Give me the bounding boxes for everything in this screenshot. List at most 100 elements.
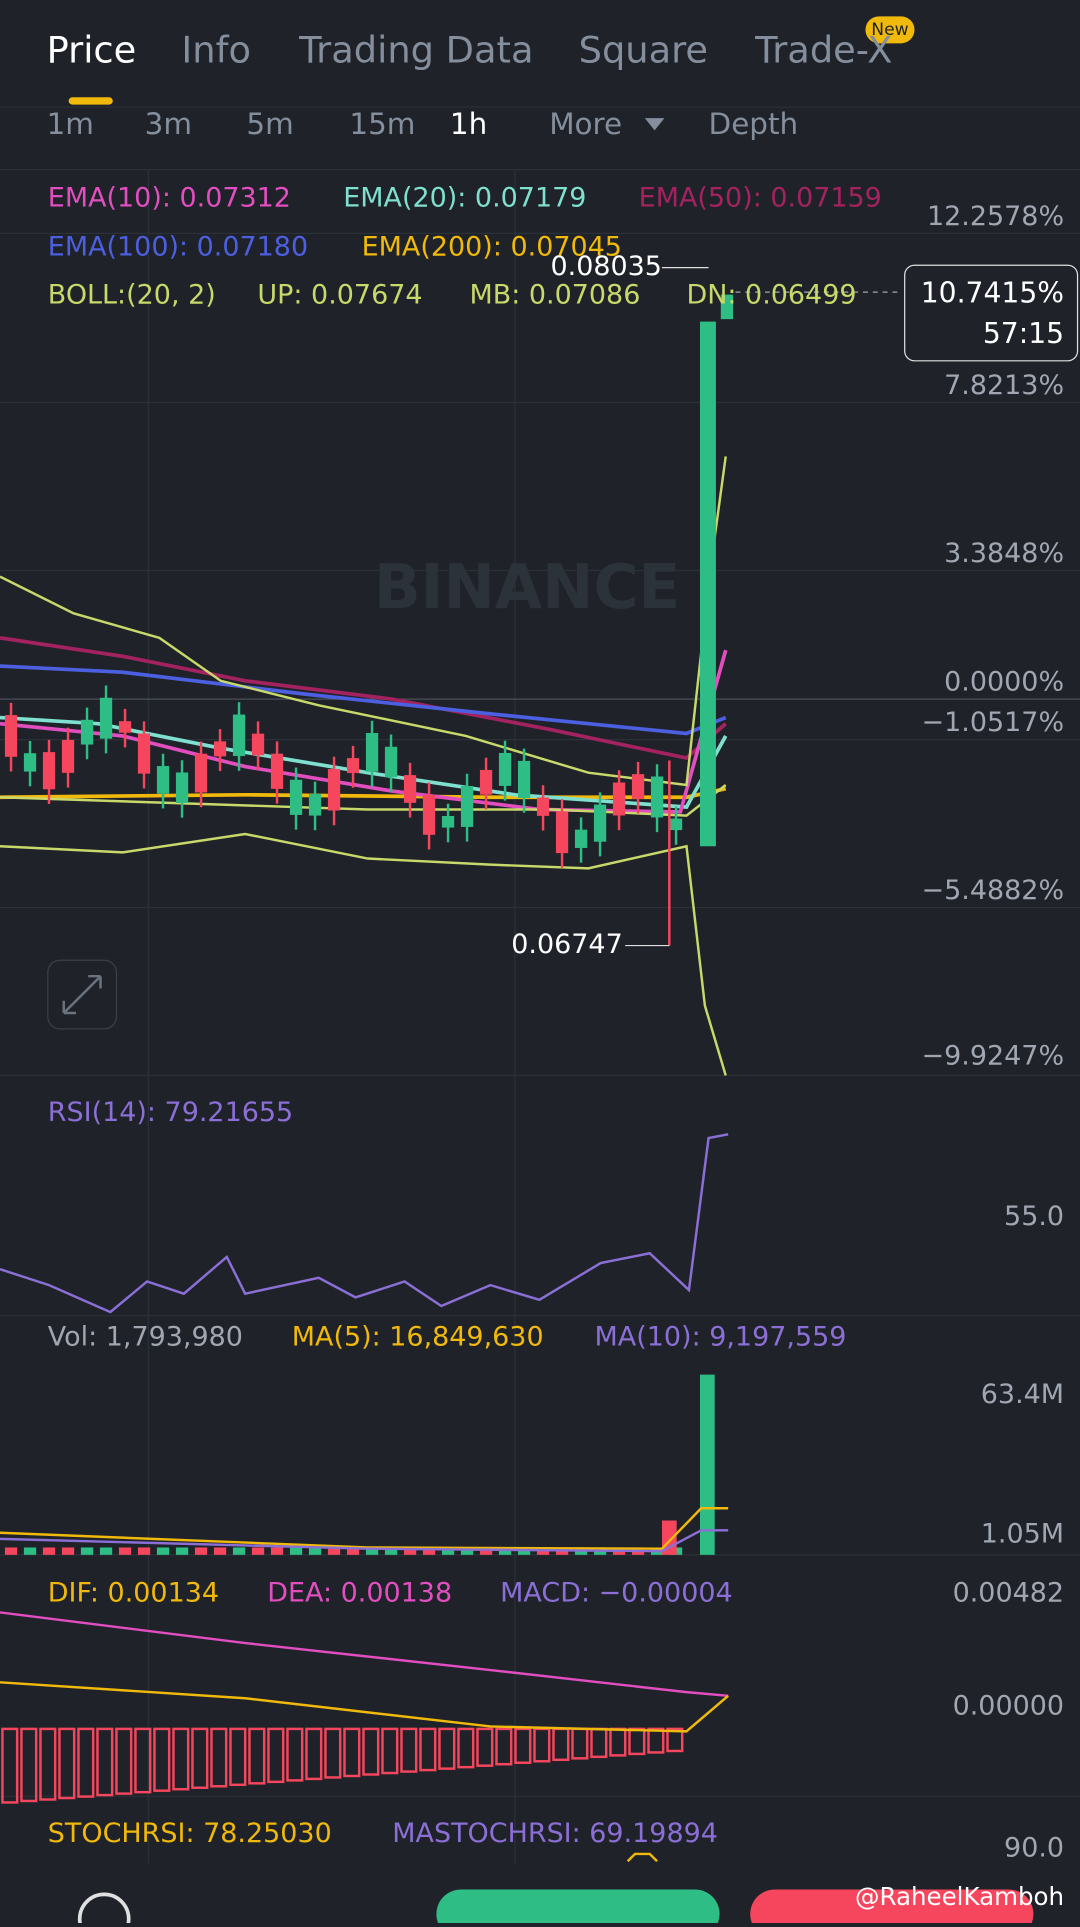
candle <box>555 811 569 854</box>
volume-axis-label: 1.05M <box>981 1519 1064 1550</box>
candle <box>137 733 151 774</box>
tab[interactable]: Trading Data <box>298 28 533 71</box>
volume-bar <box>441 1547 455 1555</box>
rsi-axis-label: 55.0 <box>1004 1201 1064 1232</box>
current-box <box>904 264 1079 362</box>
macd-bar <box>476 1727 494 1767</box>
candle <box>498 752 512 786</box>
macd-bar <box>172 1727 190 1791</box>
badge-bg <box>865 16 915 44</box>
candle <box>669 818 683 831</box>
macd-bar <box>286 1727 304 1782</box>
volume-label: MA(5): 16,849,630 <box>292 1321 544 1352</box>
volume-label: MA(10): 9,197,559 <box>595 1321 847 1352</box>
macd-bar <box>153 1727 171 1792</box>
interval[interactable]: More <box>549 107 622 141</box>
macd-bar <box>419 1727 437 1772</box>
interval[interactable]: 5m <box>246 107 293 141</box>
ema-label: EMA(100): 0.07180 <box>48 232 308 263</box>
candle <box>4 715 18 757</box>
macd-bar <box>20 1727 38 1803</box>
volume-bar <box>80 1547 94 1555</box>
high-label: 0.08035 <box>551 251 662 282</box>
interval[interactable]: 15m <box>349 107 415 141</box>
macd-bar <box>1 1727 19 1804</box>
candle <box>612 782 626 816</box>
more-icon[interactable] <box>77 1892 131 1927</box>
candle <box>251 733 265 756</box>
volume-bar <box>327 1547 341 1555</box>
low-label: 0.06747 <box>511 929 622 960</box>
price-axis-label: 12.2578% <box>927 201 1064 232</box>
macd-bar <box>305 1727 323 1781</box>
tab[interactable]: Price <box>47 28 137 71</box>
sell-button[interactable] <box>750 1889 1034 1927</box>
macd-bar <box>58 1727 76 1800</box>
macd-bar <box>400 1727 418 1773</box>
candle <box>536 797 550 816</box>
tab[interactable]: Info <box>181 28 251 71</box>
candle <box>156 766 170 794</box>
macd-bar <box>248 1727 266 1785</box>
volume-bar <box>118 1547 132 1555</box>
candle <box>80 719 94 745</box>
volume-axis-label: 63.4M <box>981 1379 1064 1410</box>
stochrsi-label: MASTOCHRSI: 69.19894 <box>392 1818 718 1849</box>
volume-bar <box>460 1547 474 1555</box>
volume-bar <box>213 1547 227 1555</box>
candle <box>460 785 474 827</box>
macd-bar <box>96 1727 114 1797</box>
candle <box>289 779 303 815</box>
expand-button[interactable] <box>47 959 118 1030</box>
candle <box>175 772 189 803</box>
macd-bar <box>343 1727 361 1778</box>
candle <box>517 760 531 799</box>
candle <box>384 746 398 778</box>
interval[interactable]: Depth <box>709 107 799 141</box>
watermark: BINANCE <box>374 552 680 623</box>
volume-bar <box>403 1547 417 1555</box>
macd-bar <box>210 1727 228 1788</box>
buy-button[interactable] <box>436 1889 720 1927</box>
volume-bar <box>137 1547 151 1555</box>
candle <box>346 758 360 774</box>
macd-bar <box>191 1727 209 1789</box>
macd-label: MACD: −0.00004 <box>500 1578 732 1609</box>
credit: @RaheelKamboh <box>855 1882 1064 1911</box>
candle <box>232 714 246 757</box>
ema-label: EMA(20): 0.07179 <box>343 183 586 214</box>
macd-bar <box>362 1727 380 1776</box>
boll-label: UP: 0.07674 <box>257 279 422 310</box>
candle <box>23 753 37 772</box>
candle <box>194 753 208 793</box>
macd-bar <box>457 1727 475 1769</box>
macd-bar <box>438 1727 456 1770</box>
ema-label: EMA(200): 0.07045 <box>362 232 622 263</box>
volume-bar <box>4 1547 18 1555</box>
price-axis-label: 7.8213% <box>944 370 1064 401</box>
macd-label: DIF: 0.00134 <box>48 1578 219 1609</box>
price-axis-label: −1.0517% <box>922 707 1065 738</box>
current-pct: 10.7415% <box>921 277 1064 310</box>
candle <box>365 732 379 772</box>
macd-bar <box>77 1727 95 1798</box>
price-axis-label: −5.4882% <box>922 875 1065 906</box>
interval[interactable]: 1h <box>450 107 487 141</box>
volume-bar <box>251 1547 265 1555</box>
candle <box>213 741 227 757</box>
boll-label: DN: 0.06499 <box>686 279 856 310</box>
tab[interactable]: Square <box>579 28 708 71</box>
volume-bar <box>194 1547 208 1555</box>
more-caret <box>644 118 665 131</box>
ema-label: EMA(10): 0.07312 <box>48 183 291 214</box>
macd-bar <box>495 1727 513 1766</box>
badge: New <box>871 20 908 40</box>
interval[interactable]: 3m <box>145 107 192 141</box>
tab[interactable]: Trade-X <box>754 28 892 71</box>
macd-bar <box>267 1727 285 1784</box>
rsi-label: RSI(14): 79.21655 <box>48 1097 293 1128</box>
volume-bar <box>479 1547 493 1555</box>
interval[interactable]: 1m <box>47 107 94 141</box>
volume-bar <box>308 1547 322 1555</box>
